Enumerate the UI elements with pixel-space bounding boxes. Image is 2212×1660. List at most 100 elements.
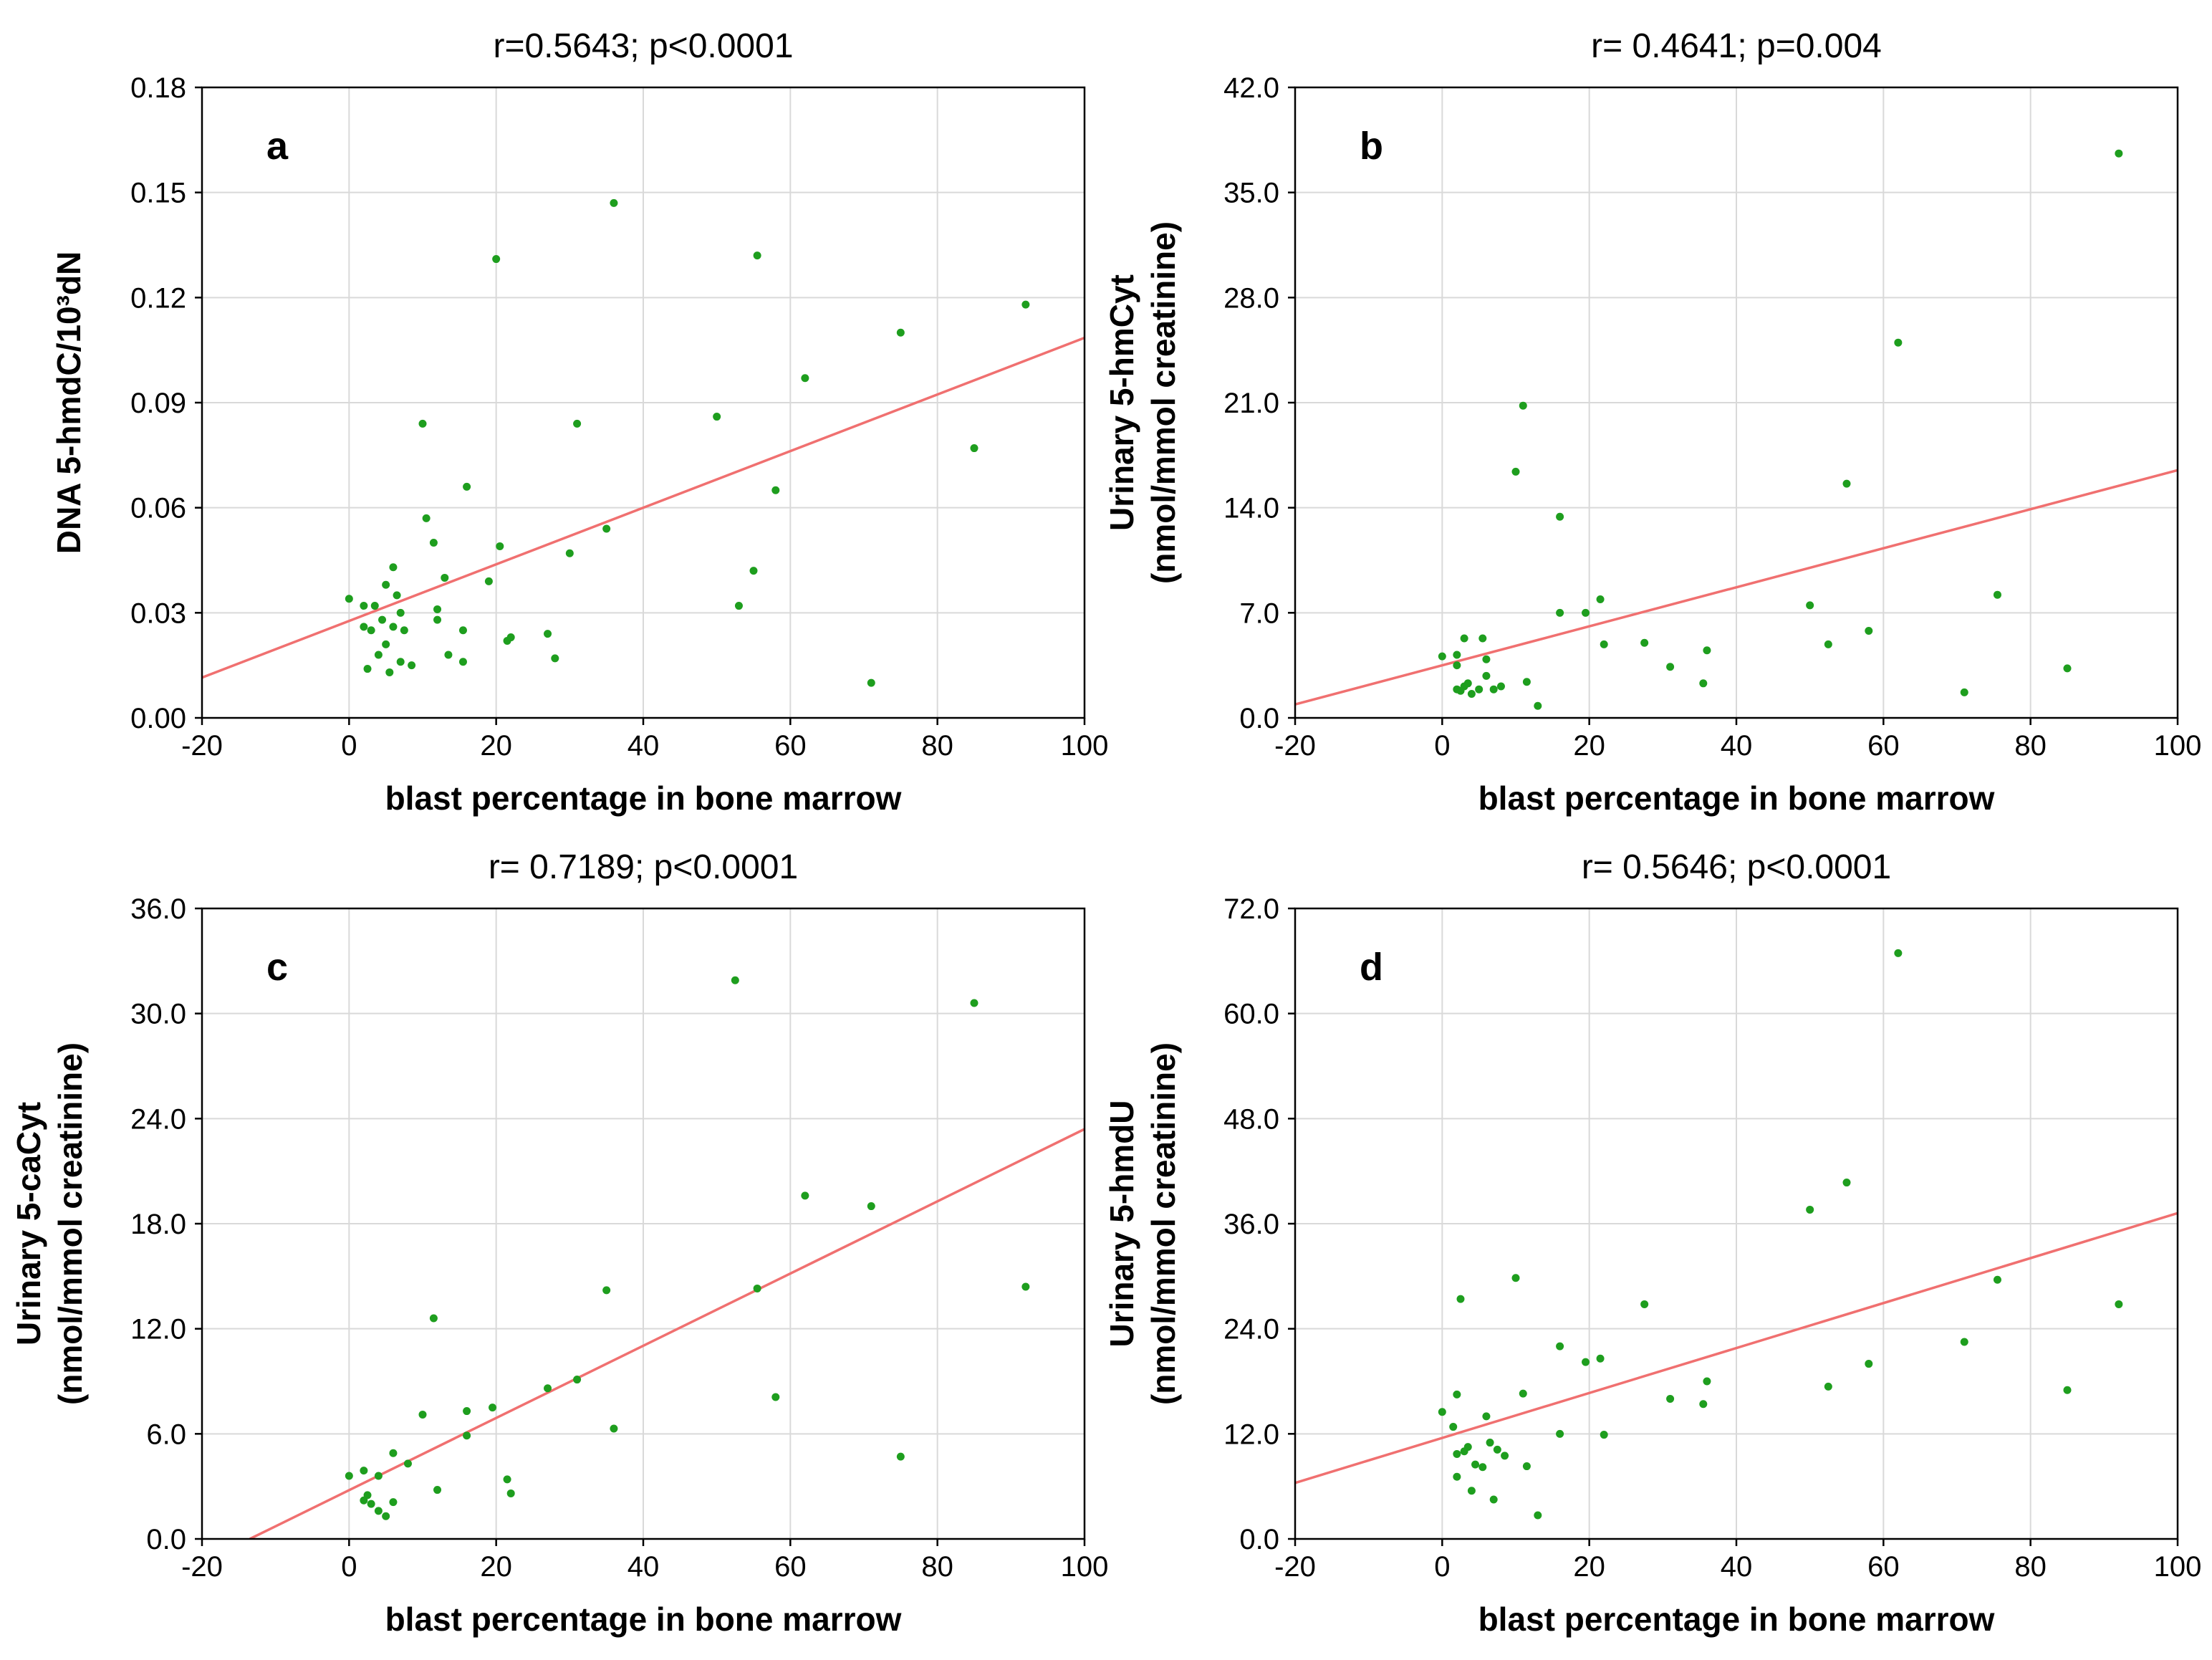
- data-point: [492, 255, 501, 264]
- data-point: [1960, 1338, 1968, 1346]
- panel-letter: b: [1360, 125, 1383, 168]
- chart-panel-c: -20 0 20 40 60 80 100 0.0 6.0 12.0 18.0 24.0 30.0 36.…: [10, 848, 1108, 1638]
- data-point: [1556, 1342, 1564, 1350]
- data-point: [1463, 1443, 1472, 1452]
- data-point: [753, 1284, 761, 1292]
- data-point: [433, 605, 442, 613]
- data-point: [506, 633, 515, 642]
- y-tick-label: 7.0: [1239, 598, 1279, 629]
- data-point: [749, 567, 758, 575]
- data-point: [1600, 640, 1608, 648]
- y-tick-label: 30.0: [130, 999, 186, 1030]
- data-point: [731, 976, 739, 984]
- data-point: [360, 1467, 368, 1475]
- x-tick-label: 20: [480, 1551, 512, 1583]
- data-point: [367, 1500, 375, 1508]
- data-point: [396, 608, 405, 617]
- data-point: [463, 1407, 471, 1416]
- data-point: [389, 563, 398, 572]
- y-tick-label: 24.0: [1223, 1314, 1279, 1345]
- data-point: [1824, 640, 1832, 648]
- data-point: [370, 602, 379, 610]
- data-point: [429, 539, 438, 547]
- data-point: [1865, 1360, 1873, 1368]
- data-point: [433, 1486, 442, 1495]
- y-tick-label: 14.0: [1223, 493, 1279, 524]
- data-point: [1456, 1295, 1465, 1303]
- y-tick-label: 0.03: [130, 598, 186, 629]
- data-point: [1600, 1431, 1608, 1439]
- x-tick-label: 40: [1721, 730, 1753, 762]
- data-point: [503, 1475, 511, 1484]
- data-point: [1666, 1394, 1675, 1403]
- data-point: [429, 1314, 438, 1323]
- data-point: [1534, 701, 1542, 710]
- data-point: [1993, 1275, 2001, 1284]
- data-point: [441, 573, 449, 582]
- panel-letter: d: [1360, 946, 1383, 989]
- x-tick-label: -20: [1274, 1551, 1316, 1583]
- panel-letter: c: [266, 946, 288, 989]
- data-point: [393, 591, 401, 600]
- data-point: [2115, 149, 2123, 158]
- x-tick-label: 80: [921, 1551, 953, 1583]
- data-point: [463, 1431, 471, 1440]
- data-point: [565, 549, 574, 557]
- data-point: [1453, 1449, 1461, 1458]
- data-point: [1865, 626, 1873, 635]
- data-point: [382, 1512, 390, 1520]
- data-point: [1522, 678, 1531, 686]
- data-point: [2115, 1300, 2123, 1308]
- x-tick-label: -20: [1274, 730, 1316, 762]
- chart-title: r=0.5643; p<0.0001: [493, 27, 793, 65]
- x-tick-label: 100: [2154, 1551, 2202, 1583]
- y-axis-label: (nmol/mmol creatinine): [52, 1042, 89, 1405]
- data-point: [484, 577, 493, 585]
- y-axis-label: DNA 5-hmdC/10³dN: [50, 251, 87, 555]
- y-tick-label: 21.0: [1223, 388, 1279, 419]
- x-tick-label: 60: [1867, 730, 1900, 762]
- data-point: [1478, 1463, 1487, 1472]
- data-point: [2063, 1386, 2072, 1394]
- data-point: [360, 602, 368, 610]
- data-point: [1496, 682, 1505, 691]
- data-point: [1842, 479, 1851, 488]
- data-point: [1438, 652, 1446, 661]
- x-tick-label: 40: [627, 730, 660, 762]
- y-tick-label: 60.0: [1223, 999, 1279, 1030]
- data-point: [396, 658, 405, 666]
- data-point: [896, 1452, 905, 1461]
- x-axis-label: blast percentage in bone marrow: [1478, 779, 1995, 817]
- chart-panel-d: -20 0 20 40 60 80 100 0.0 12.0 24.0 36.0 48.0 60.0 72…: [1103, 848, 2201, 1638]
- data-point: [2063, 664, 2072, 673]
- y-tick-label: 0.15: [130, 178, 186, 209]
- data-point: [970, 444, 978, 453]
- x-axis-label: blast percentage in bone marrow: [385, 779, 902, 817]
- data-point: [867, 678, 875, 687]
- regression-line: [1295, 1212, 2178, 1484]
- data-point: [771, 1393, 780, 1401]
- x-tick-label: 100: [1061, 1551, 1109, 1583]
- data-point: [389, 1449, 398, 1457]
- data-point: [1021, 300, 1030, 309]
- y-axis-label: Urinary 5-hmdU: [1103, 1100, 1140, 1347]
- x-tick-label: 0: [1434, 730, 1450, 762]
- data-point: [1596, 1354, 1605, 1363]
- y-tick-label: 35.0: [1223, 178, 1279, 209]
- data-point: [573, 1376, 582, 1384]
- data-point: [573, 419, 582, 428]
- x-tick-label: 20: [1573, 1551, 1605, 1583]
- data-point: [385, 668, 394, 676]
- x-tick-label: 20: [1573, 730, 1605, 762]
- data-point: [389, 1498, 398, 1507]
- data-point: [801, 1191, 809, 1200]
- chart-panel-b: -20 0 20 40 60 80 100 0.0 7.0 14.0 21.0 28.0 35.0 42.…: [1103, 27, 2201, 817]
- data-point: [1467, 1487, 1476, 1495]
- data-point: [610, 1424, 618, 1433]
- data-point: [367, 626, 375, 635]
- data-point: [345, 1472, 353, 1480]
- y-tick-label: 36.0: [1223, 1209, 1279, 1240]
- data-point: [1806, 1205, 1814, 1214]
- data-point: [1467, 689, 1476, 698]
- y-tick-label: 0.0: [1239, 703, 1279, 734]
